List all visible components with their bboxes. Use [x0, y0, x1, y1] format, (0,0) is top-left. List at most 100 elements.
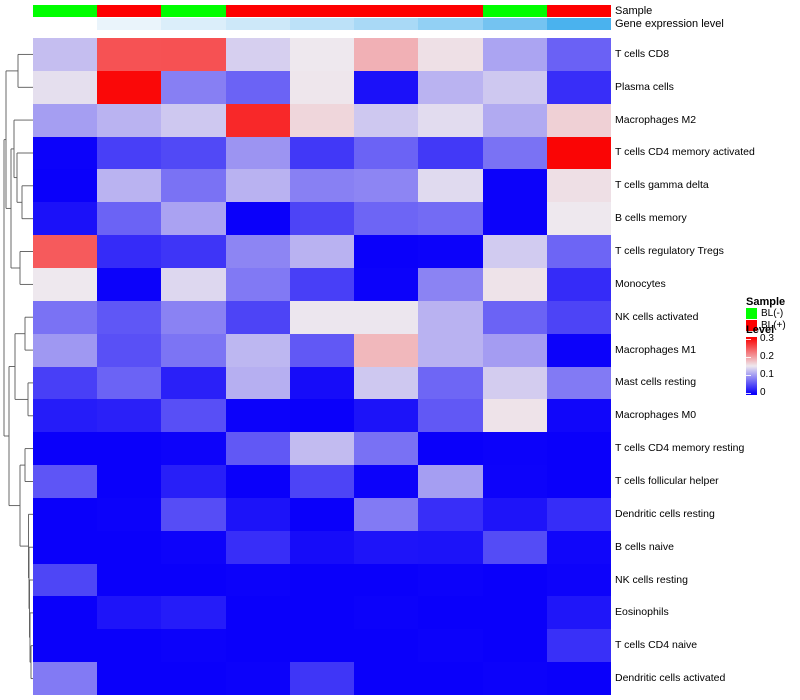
- row-label: NK cells activated: [615, 310, 699, 323]
- heatmap-cell: [418, 662, 484, 696]
- sample-annotation-cell: [289, 5, 355, 17]
- annotation-label-sample: Sample: [615, 5, 653, 17]
- heatmap-cell: [418, 465, 484, 499]
- heatmap-cell: [225, 432, 291, 466]
- heatmap-cell: [97, 662, 162, 696]
- gene-annotation-cell: [482, 18, 548, 30]
- legend-item-bl-pos: BL(+): [761, 320, 786, 331]
- heatmap-cell: [225, 202, 291, 236]
- legend-swatch-bl-neg: [746, 308, 757, 319]
- heatmap-cell: [482, 530, 548, 565]
- heatmap-cell: [33, 136, 98, 170]
- heatmap-cell: [418, 70, 484, 105]
- heatmap-cell: [418, 366, 484, 400]
- heatmap-cell: [482, 662, 548, 696]
- heatmap-cell: [418, 38, 484, 72]
- heatmap-cell: [354, 202, 419, 236]
- sample-annotation-cell: [161, 5, 227, 17]
- sample-annotation-cell: [482, 5, 548, 17]
- heatmap-cell: [482, 136, 548, 170]
- heatmap-cell: [225, 596, 291, 630]
- level-tick-mark: [746, 338, 751, 340]
- heatmap-cell: [354, 432, 419, 466]
- heatmap-cell: [225, 629, 291, 663]
- row-label: T cells regulatory Tregs: [615, 245, 724, 258]
- heatmap-cell: [97, 333, 162, 367]
- heatmap-cell: [546, 399, 612, 433]
- heatmap-cell: [289, 333, 355, 367]
- heatmap-cell: [161, 38, 227, 72]
- row-label: Monocytes: [615, 277, 666, 290]
- heatmap-cell: [482, 235, 548, 269]
- row-label: NK cells resting: [615, 573, 688, 586]
- heatmap-cell: [97, 235, 162, 269]
- heatmap-cell: [418, 202, 484, 236]
- heatmap-cell: [97, 465, 162, 499]
- heatmap-cell: [33, 103, 98, 138]
- heatmap-cell: [354, 596, 419, 630]
- heatmap-cell: [161, 333, 227, 367]
- heatmap-cell: [546, 169, 612, 203]
- row-label: Mast cells resting: [615, 376, 697, 389]
- heatmap-cell: [289, 465, 355, 499]
- sample-annotation-cell: [33, 5, 98, 17]
- heatmap-cell: [97, 136, 162, 170]
- heatmap-cell: [225, 235, 291, 269]
- heatmap-cell: [418, 169, 484, 203]
- heatmap-cell: [289, 267, 355, 302]
- row-label: Eosinophils: [615, 606, 669, 619]
- heatmap-cell: [33, 235, 98, 269]
- heatmap-cell: [289, 38, 355, 72]
- gene-annotation-cell: [546, 18, 612, 30]
- heatmap-cell: [225, 169, 291, 203]
- heatmap-cell: [546, 333, 612, 367]
- heatmap-cell: [482, 300, 548, 335]
- heatmap-cell: [161, 202, 227, 236]
- heatmap-cell: [225, 530, 291, 565]
- heatmap-cell: [33, 333, 98, 367]
- heatmap-cell: [97, 103, 162, 138]
- heatmap-cell: [482, 563, 548, 597]
- gene-annotation-cell: [354, 18, 419, 30]
- heatmap-cell: [354, 103, 419, 138]
- heatmap-cell: [482, 333, 548, 367]
- heatmap-cell: [418, 596, 484, 630]
- heatmap-cell: [289, 399, 355, 433]
- heatmap-cell: [97, 432, 162, 466]
- heatmap-cell: [418, 235, 484, 269]
- heatmap-cell: [546, 662, 612, 696]
- heatmap-cell: [225, 300, 291, 335]
- heatmap-cell: [225, 399, 291, 433]
- heatmap-cell: [97, 530, 162, 565]
- level-tick-label: 0.2: [760, 351, 774, 362]
- heatmap-cell: [225, 267, 291, 302]
- heatmap-cell: [482, 38, 548, 72]
- heatmap-cell: [161, 235, 227, 269]
- heatmap-cell: [225, 136, 291, 170]
- heatmap-cell: [161, 629, 227, 663]
- heatmap-cell: [161, 497, 227, 532]
- legend-level-title: Level: [746, 324, 775, 336]
- heatmap-cell: [354, 333, 419, 367]
- heatmap-cell: [354, 366, 419, 400]
- heatmap-cell: [33, 497, 98, 532]
- heatmap-cell: [418, 333, 484, 367]
- heatmap-cell: [161, 530, 227, 565]
- sample-annotation-cell: [354, 5, 419, 17]
- level-tick-label: 0.3: [760, 333, 774, 344]
- heatmap-cell: [97, 169, 162, 203]
- heatmap-cell: [546, 366, 612, 400]
- heatmap-cell: [225, 70, 291, 105]
- level-tick-label: 0: [760, 387, 766, 398]
- heatmap-cell: [482, 465, 548, 499]
- heatmap-cell: [354, 136, 419, 170]
- heatmap-cell: [225, 497, 291, 532]
- legend-item-bl-neg: BL(-): [761, 308, 784, 319]
- heatmap-cell: [161, 136, 227, 170]
- row-label: B cells memory: [615, 212, 687, 225]
- heatmap-cell: [97, 497, 162, 532]
- heatmap-cell: [33, 169, 98, 203]
- heatmap-cell: [482, 399, 548, 433]
- heatmap-cell: [97, 399, 162, 433]
- heatmap-cell: [354, 169, 419, 203]
